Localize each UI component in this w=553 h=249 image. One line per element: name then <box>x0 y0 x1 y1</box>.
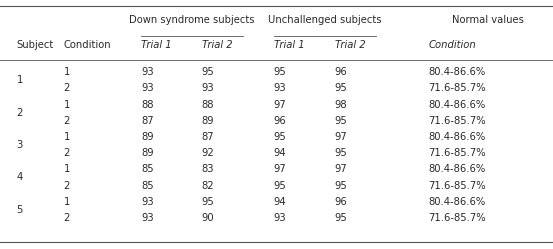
Text: 80.4-86.6%: 80.4-86.6% <box>429 100 486 110</box>
Text: 3: 3 <box>17 140 23 150</box>
Text: 95: 95 <box>335 181 347 190</box>
Text: 87: 87 <box>141 116 154 126</box>
Text: 97: 97 <box>335 164 347 174</box>
Text: 95: 95 <box>202 197 215 207</box>
Text: 80.4-86.6%: 80.4-86.6% <box>429 67 486 77</box>
Text: 93: 93 <box>141 83 154 93</box>
Text: 88: 88 <box>202 100 215 110</box>
Text: 95: 95 <box>274 67 286 77</box>
Text: 96: 96 <box>335 197 347 207</box>
Text: 4: 4 <box>17 172 23 183</box>
Text: Down syndrome subjects: Down syndrome subjects <box>129 15 255 25</box>
Text: 2: 2 <box>17 108 23 118</box>
Text: 71.6-85.7%: 71.6-85.7% <box>429 213 486 223</box>
Text: Condition: Condition <box>429 40 476 50</box>
Text: 96: 96 <box>335 67 347 77</box>
Text: 89: 89 <box>141 132 154 142</box>
Text: 96: 96 <box>274 116 286 126</box>
Text: 80.4-86.6%: 80.4-86.6% <box>429 197 486 207</box>
Text: 95: 95 <box>335 83 347 93</box>
Text: 71.6-85.7%: 71.6-85.7% <box>429 116 486 126</box>
Text: 95: 95 <box>335 148 347 158</box>
Text: Normal values: Normal values <box>452 15 524 25</box>
Text: 87: 87 <box>202 132 215 142</box>
Text: 93: 93 <box>141 213 154 223</box>
Text: 2: 2 <box>64 83 70 93</box>
Text: 71.6-85.7%: 71.6-85.7% <box>429 181 486 190</box>
Text: 1: 1 <box>64 164 70 174</box>
Text: 5: 5 <box>17 205 23 215</box>
Text: Condition: Condition <box>64 40 111 50</box>
Text: 95: 95 <box>335 213 347 223</box>
Text: 89: 89 <box>141 148 154 158</box>
Text: 2: 2 <box>64 148 70 158</box>
Text: 83: 83 <box>202 164 215 174</box>
Text: 95: 95 <box>202 67 215 77</box>
Text: 95: 95 <box>335 116 347 126</box>
Text: 71.6-85.7%: 71.6-85.7% <box>429 148 486 158</box>
Text: 94: 94 <box>274 148 286 158</box>
Text: 71.6-85.7%: 71.6-85.7% <box>429 83 486 93</box>
Text: Trial 2: Trial 2 <box>335 40 365 50</box>
Text: 2: 2 <box>64 213 70 223</box>
Text: 88: 88 <box>141 100 154 110</box>
Text: 85: 85 <box>141 181 154 190</box>
Text: 97: 97 <box>335 132 347 142</box>
Text: Trial 1: Trial 1 <box>141 40 171 50</box>
Text: 98: 98 <box>335 100 347 110</box>
Text: 1: 1 <box>64 100 70 110</box>
Text: 93: 93 <box>141 67 154 77</box>
Text: 97: 97 <box>274 164 286 174</box>
Text: 80.4-86.6%: 80.4-86.6% <box>429 132 486 142</box>
Text: 92: 92 <box>202 148 215 158</box>
Text: Subject: Subject <box>17 40 54 50</box>
Text: 2: 2 <box>64 116 70 126</box>
Text: 1: 1 <box>64 132 70 142</box>
Text: 80.4-86.6%: 80.4-86.6% <box>429 164 486 174</box>
Text: 94: 94 <box>274 197 286 207</box>
Text: 95: 95 <box>274 181 286 190</box>
Text: 95: 95 <box>274 132 286 142</box>
Text: 93: 93 <box>141 197 154 207</box>
Text: 89: 89 <box>202 116 215 126</box>
Text: 93: 93 <box>202 83 215 93</box>
Text: 93: 93 <box>274 213 286 223</box>
Text: Unchallenged subjects: Unchallenged subjects <box>268 15 382 25</box>
Text: 2: 2 <box>64 181 70 190</box>
Text: 85: 85 <box>141 164 154 174</box>
Text: 1: 1 <box>64 67 70 77</box>
Text: Trial 1: Trial 1 <box>274 40 304 50</box>
Text: 93: 93 <box>274 83 286 93</box>
Text: Trial 2: Trial 2 <box>202 40 232 50</box>
Text: 90: 90 <box>202 213 215 223</box>
Text: 1: 1 <box>17 75 23 85</box>
Text: 1: 1 <box>64 197 70 207</box>
Text: 97: 97 <box>274 100 286 110</box>
Text: 82: 82 <box>202 181 215 190</box>
